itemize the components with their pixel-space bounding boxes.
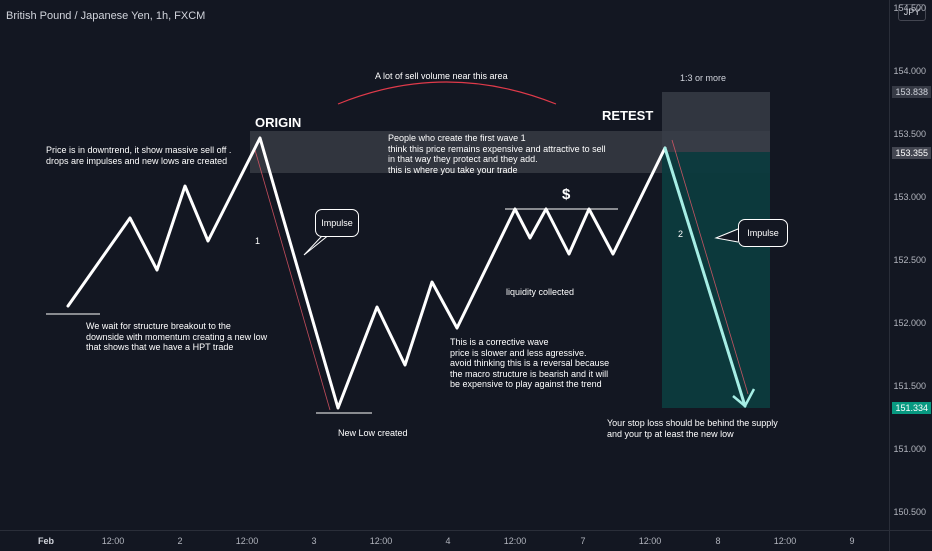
new-low-label: New Low created — [338, 428, 408, 438]
time-tick: 7 — [580, 536, 586, 546]
note-line: and your tp at least the new low — [607, 428, 734, 439]
time-tick: 9 — [849, 536, 855, 546]
note-line: drops are impulses and new lows are crea… — [46, 155, 228, 166]
entry-price-badge: 153.355 — [892, 147, 931, 159]
impulse-1-line — [254, 149, 331, 411]
time-tick: 2 — [177, 536, 183, 546]
ratio-label: 1:3 or more — [680, 73, 727, 83]
impulse-1-label: Impulse — [321, 218, 353, 228]
time-axis[interactable]: Feb 12:00 2 12:00 3 12:00 4 12:00 7 12:0… — [0, 530, 889, 551]
price-tick: 153.500 — [893, 129, 926, 139]
sell-volume-label: A lot of sell volume near this area — [375, 71, 508, 81]
impulse-path-2 — [663, 146, 747, 408]
price-tick: 152.000 — [893, 318, 926, 328]
price-tick: 151.500 — [893, 381, 926, 391]
price-tick: 154.000 — [893, 66, 926, 76]
note-line: Price is in downtrend, it show massive s… — [46, 145, 232, 155]
note-line: This is a corrective wave — [450, 337, 549, 347]
note-line: downside with momentum creating a new lo… — [86, 331, 268, 342]
note-line: Your stop loss should be behind the supp… — [607, 418, 778, 428]
note-line: People who create the first wave 1 — [388, 133, 526, 143]
time-tick: 8 — [715, 536, 721, 546]
origin-label: ORIGIN — [255, 115, 302, 130]
wave-2-label: 2 — [678, 229, 684, 239]
time-tick: 12:00 — [503, 536, 527, 546]
time-tick: Feb — [37, 536, 55, 546]
time-tick: 3 — [311, 536, 317, 546]
price-path — [66, 136, 667, 410]
impulse-2-bubble: Impulse — [738, 219, 788, 247]
note-line: We wait for structure breakout to the — [86, 321, 231, 331]
downtrend-note: Price is in downtrend, it show massive s… — [46, 145, 231, 166]
dollar-label: $ — [562, 186, 571, 203]
note-line: avoid thinking this is a reversal becaus… — [450, 358, 610, 368]
price-axis[interactable]: 154.500 154.000 153.500 153.000 152.500 … — [889, 0, 932, 530]
risk-price-badge: 153.838 — [892, 86, 931, 98]
liquidity-label: liquidity collected — [506, 287, 575, 297]
note-line: be expensive to play against the trend — [450, 379, 602, 389]
note-line: price is slower and less agressive. — [450, 347, 587, 358]
bubble-tail-1 — [303, 233, 331, 256]
axis-corner — [889, 530, 932, 551]
note-line: this is where you take your trade — [388, 164, 518, 175]
risk-zone — [662, 92, 770, 152]
impulse-2-line — [671, 139, 749, 395]
symbol-title[interactable]: British Pound / Japanese Yen, 1h, FXCM — [6, 10, 206, 22]
price-tick: 150.500 — [893, 507, 926, 517]
note-line: in that way they protect and they add. — [388, 154, 538, 164]
retest-label: RETEST — [602, 108, 654, 123]
stop-loss-note: Your stop loss should be behind the supp… — [607, 418, 778, 439]
first-wave-note: People who create the first wave 1 think… — [388, 133, 606, 175]
corrective-note: This is a corrective wave price is slowe… — [450, 337, 609, 390]
price-tick: 153.000 — [893, 192, 926, 202]
price-tick: 152.500 — [893, 255, 926, 265]
impulse-1-bubble: Impulse — [315, 209, 359, 237]
currency-button[interactable]: JPY — [898, 4, 926, 21]
impulse-2-label: Impulse — [747, 228, 779, 238]
time-tick: 12:00 — [235, 536, 259, 546]
time-tick: 12:00 — [638, 536, 662, 546]
chart-canvas[interactable] — [0, 0, 889, 530]
time-tick: 12:00 — [369, 536, 393, 546]
price-tick: 151.000 — [893, 444, 926, 454]
sell-volume-arc — [337, 81, 557, 105]
wave-1-label: 1 — [255, 236, 261, 246]
price-tick: 154.500 — [893, 3, 926, 13]
time-tick: 12:00 — [773, 536, 797, 546]
arrow-head — [732, 388, 756, 408]
time-tick: 4 — [445, 536, 451, 546]
note-line: that shows that we have a HPT trade — [86, 342, 234, 352]
bubble-tail-2 — [714, 228, 739, 243]
structure-note: We wait for structure breakout to the do… — [86, 321, 267, 353]
target-price-badge: 151.334 — [892, 402, 931, 414]
note-line: think this price remains expensive and a… — [388, 143, 606, 154]
time-tick: 12:00 — [101, 536, 125, 546]
note-line: the macro structure is bearish and it wi… — [450, 368, 609, 379]
